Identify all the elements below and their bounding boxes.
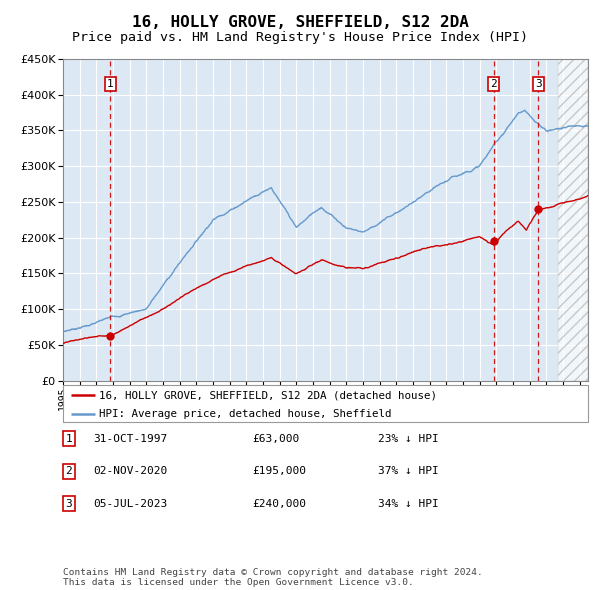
Text: £195,000: £195,000 xyxy=(252,466,306,476)
Text: Price paid vs. HM Land Registry's House Price Index (HPI): Price paid vs. HM Land Registry's House … xyxy=(72,31,528,44)
Text: 37% ↓ HPI: 37% ↓ HPI xyxy=(378,466,439,476)
Text: 23% ↓ HPI: 23% ↓ HPI xyxy=(378,434,439,444)
Text: 02-NOV-2020: 02-NOV-2020 xyxy=(93,466,167,476)
Text: Contains HM Land Registry data © Crown copyright and database right 2024.
This d: Contains HM Land Registry data © Crown c… xyxy=(63,568,483,587)
Text: 34% ↓ HPI: 34% ↓ HPI xyxy=(378,499,439,509)
Text: 2: 2 xyxy=(490,79,497,89)
FancyBboxPatch shape xyxy=(63,385,588,422)
Text: £63,000: £63,000 xyxy=(252,434,299,444)
Text: £240,000: £240,000 xyxy=(252,499,306,509)
Text: 3: 3 xyxy=(535,79,542,89)
Text: 1: 1 xyxy=(65,434,73,444)
Text: 3: 3 xyxy=(65,499,73,509)
Text: 2: 2 xyxy=(65,466,73,476)
Text: HPI: Average price, detached house, Sheffield: HPI: Average price, detached house, Shef… xyxy=(98,409,391,419)
Text: 31-OCT-1997: 31-OCT-1997 xyxy=(93,434,167,444)
Text: 05-JUL-2023: 05-JUL-2023 xyxy=(93,499,167,509)
Text: 16, HOLLY GROVE, SHEFFIELD, S12 2DA: 16, HOLLY GROVE, SHEFFIELD, S12 2DA xyxy=(131,15,469,30)
Text: 16, HOLLY GROVE, SHEFFIELD, S12 2DA (detached house): 16, HOLLY GROVE, SHEFFIELD, S12 2DA (det… xyxy=(98,390,437,400)
Text: 1: 1 xyxy=(107,79,113,89)
